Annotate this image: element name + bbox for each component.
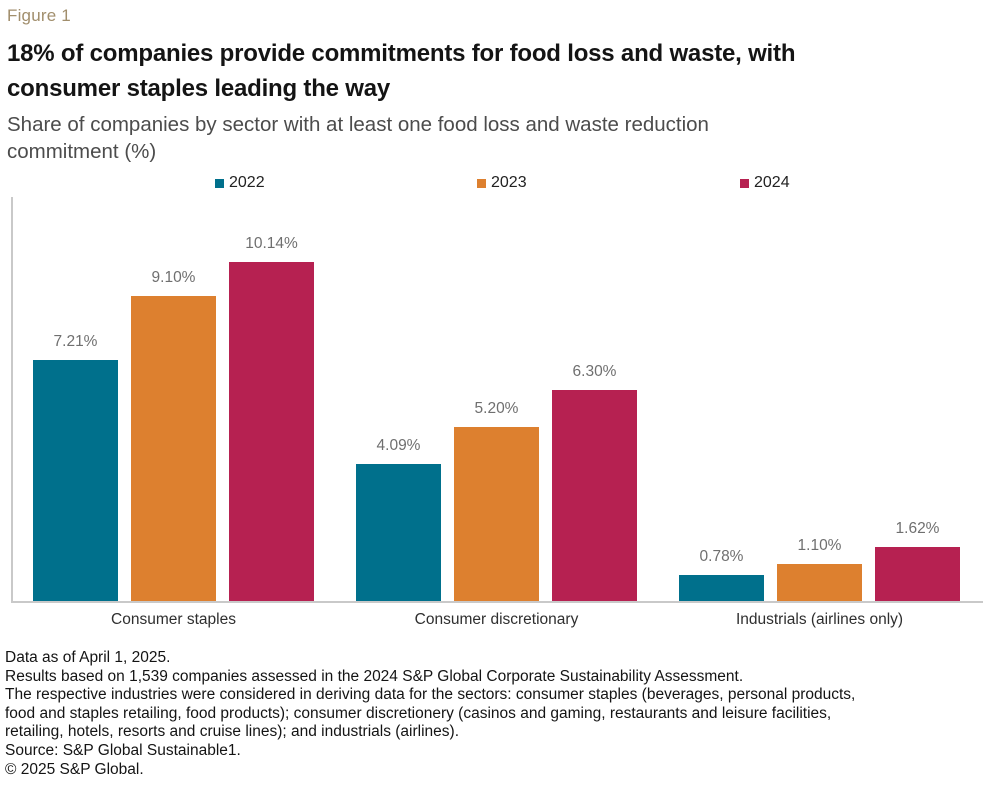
value-label-2023-industrials-airlines-only: 1.10% [797, 537, 842, 554]
bar-2022-industrials-airlines-only [679, 575, 764, 601]
bar-2024-industrials-airlines-only [875, 547, 960, 601]
legend-label-2024: 2024 [754, 174, 790, 191]
legend-swatch-2024 [740, 178, 749, 188]
category-label-consumer-discretionary: Consumer discretionary [414, 611, 579, 628]
legend-swatch-2022 [215, 178, 224, 188]
legend-label-2023: 2023 [491, 174, 527, 191]
bar-2024-consumer-staples [229, 262, 314, 601]
footnote-line-1: Data as of April 1, 2025. [5, 649, 171, 666]
value-label-2024-industrials-airlines-only: 1.62% [895, 520, 940, 537]
footnote-line-4: food and staples retailing, food product… [5, 704, 832, 722]
chart-title: 18% of companies provide commitments for… [7, 36, 795, 106]
value-label-2024-consumer-staples: 10.14% [245, 235, 298, 252]
value-label-2023-consumer-staples: 9.10% [151, 269, 196, 286]
value-label-2022-consumer-discretionary: 4.09% [376, 437, 421, 454]
value-label-2023-consumer-discretionary: 5.20% [474, 400, 519, 417]
value-label-2022-consumer-staples: 7.21% [53, 333, 98, 350]
chart-subtitle: Share of companies by sector with at lea… [7, 111, 709, 165]
bar-2023-consumer-staples [131, 296, 216, 601]
value-label-2024-consumer-discretionary: 6.30% [572, 363, 617, 380]
bar-2024-consumer-discretionary [552, 390, 637, 601]
legend-item-2022: 2022 [215, 173, 265, 193]
footnote-line-3: The respective industries were considere… [5, 686, 856, 704]
y-axis-line [11, 197, 13, 603]
legend-item-2024: 2024 [740, 173, 790, 193]
bar-2022-consumer-staples [33, 360, 118, 601]
bar-2023-industrials-airlines-only [777, 564, 862, 601]
footnote-line-7: © 2025 S&P Global. [5, 760, 144, 778]
chart-subtitle-line-1: Share of companies by sector with at lea… [7, 113, 709, 136]
chart-title-line-1: 18% of companies provide commitments for… [7, 40, 796, 67]
chart-subtitle-line-2: commitment (%) [7, 140, 157, 163]
legend-item-2023: 2023 [477, 173, 527, 193]
legend-swatch-2023 [477, 178, 486, 188]
category-label-industrials-airlines-only: Industrials (airlines only) [735, 611, 904, 628]
chart-title-line-2: consumer staples leading the way [7, 75, 391, 102]
x-axis-line [11, 601, 983, 603]
footnotes: Data as of April 1, 2025. Results based o… [5, 649, 855, 779]
footnote-line-2: Results based on 1,539 companies assesse… [5, 667, 744, 685]
bar-2023-consumer-discretionary [454, 427, 539, 601]
figure-label: Figure 1 [7, 6, 71, 25]
category-label-consumer-staples: Consumer staples [111, 611, 236, 628]
footnote-line-6: Source: S&P Global Sustainable1. [5, 741, 241, 759]
value-label-2022-industrials-airlines-only: 0.78% [699, 548, 744, 565]
bar-2022-consumer-discretionary [356, 464, 441, 601]
legend-label-2022: 2022 [229, 174, 265, 191]
footnote-line-5: retailing, hotels, resorts and cruise li… [5, 723, 460, 741]
